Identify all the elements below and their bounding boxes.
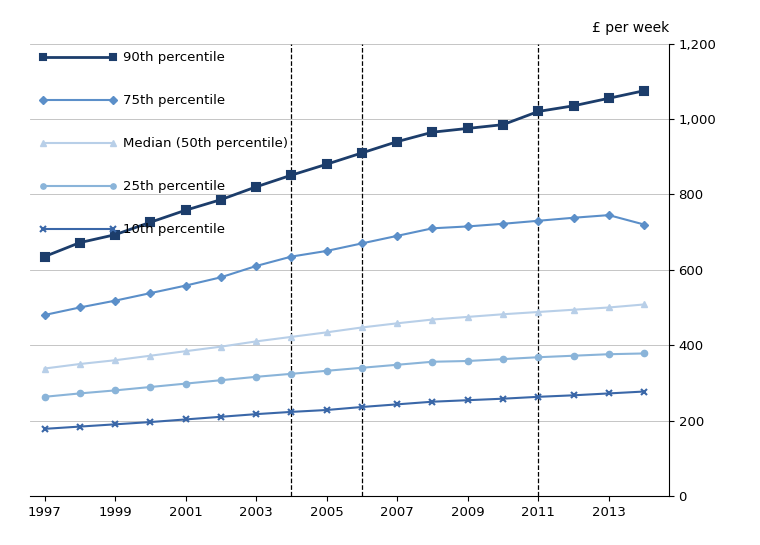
Text: Median (50th percentile): Median (50th percentile) bbox=[123, 137, 288, 150]
Text: 90th percentile: 90th percentile bbox=[123, 51, 225, 64]
Text: 75th percentile: 75th percentile bbox=[123, 94, 225, 107]
Text: 25th percentile: 25th percentile bbox=[123, 180, 225, 192]
Text: 10th percentile: 10th percentile bbox=[123, 222, 225, 235]
Text: £ per week: £ per week bbox=[591, 21, 669, 34]
